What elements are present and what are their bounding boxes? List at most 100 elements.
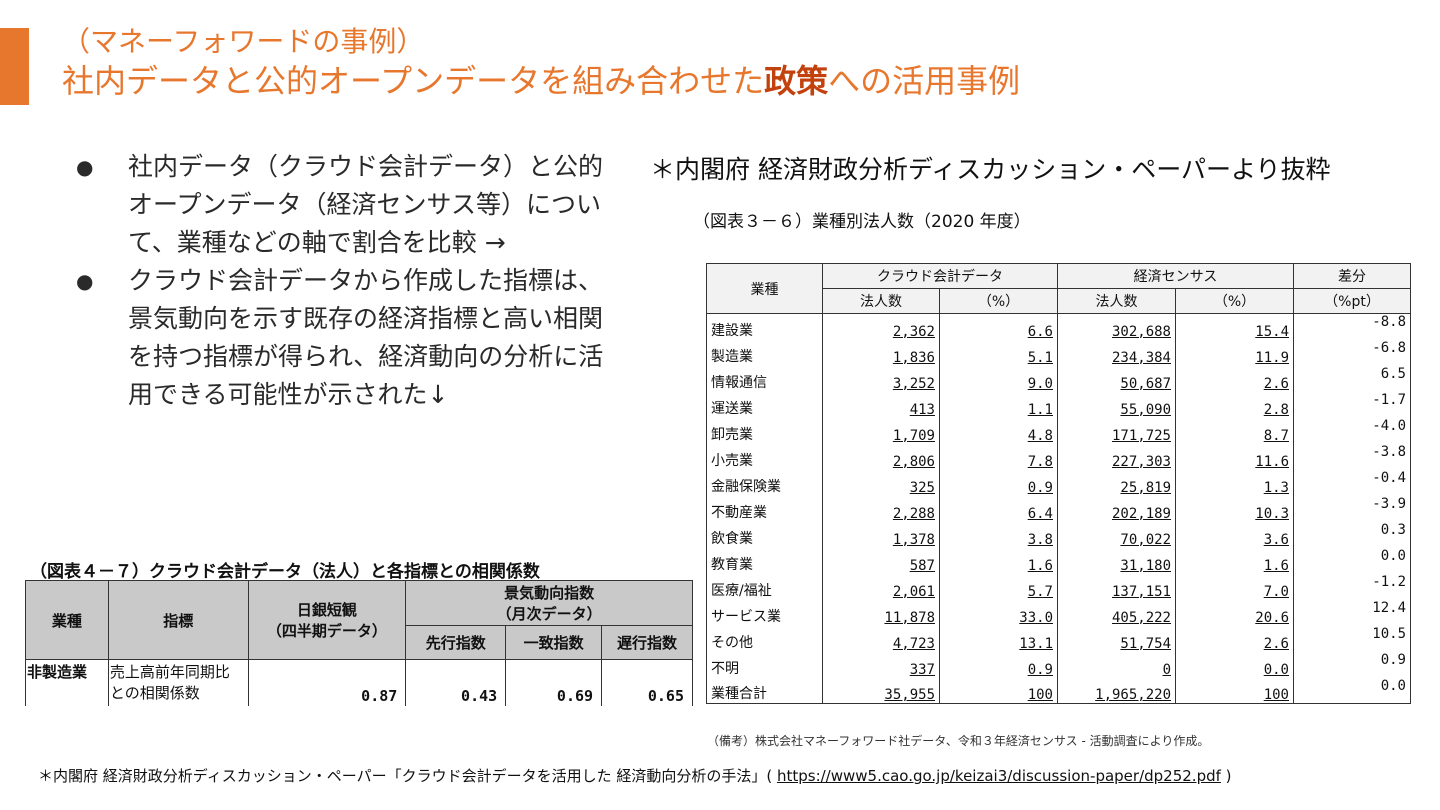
cell-diff: -1.2: [1293, 573, 1411, 600]
cell-c-count: 2,362: [822, 313, 940, 340]
cell-c-count: 337: [822, 651, 940, 678]
figure-right-caption: （図表３－６）業種別法人数（2020 年度）: [693, 212, 1031, 232]
corr-cell-lagging: 0.65: [601, 659, 693, 706]
corr-header-industry: 業種: [25, 580, 109, 660]
cell-name: 不動産業: [706, 495, 823, 522]
table-row: 業種合計 35,955 100 1,965,220 100 0.0: [706, 677, 1411, 704]
cell-name: 情報通信: [706, 365, 823, 392]
cell-e-count: 55,090: [1057, 391, 1176, 418]
cell-e-count: 302,688: [1057, 313, 1176, 340]
cell-diff: -0.4: [1293, 469, 1411, 496]
cell-c-pct: 5.7: [939, 573, 1058, 600]
cell-e-count: 50,687: [1057, 365, 1176, 392]
bullet-text: 社内データ（クラウド会計データ）と公的オープンデータ（経済センサス等）について、…: [128, 152, 604, 257]
corr-cell-coincident: 0.69: [505, 659, 603, 706]
cell-name: 卸売業: [706, 417, 823, 444]
cell-diff: -1.7: [1293, 391, 1411, 418]
cell-diff: 0.0: [1293, 547, 1411, 574]
cell-e-pct: 15.4: [1175, 313, 1294, 340]
cell-c-count: 4,723: [822, 625, 940, 652]
cell-e-pct: 100: [1175, 677, 1294, 704]
cell-name: その他: [706, 625, 823, 652]
table-row: 製造業 1,836 5.1 234,384 11.9 -6.8: [706, 339, 1411, 366]
header-cloud: クラウド会計データ: [822, 263, 1058, 289]
cell-c-pct: 9.0: [939, 365, 1058, 392]
bullet-dot-icon: ●: [76, 269, 94, 293]
accent-bar: [0, 28, 29, 105]
cell-c-pct: 6.4: [939, 495, 1058, 522]
correlation-table: 業種 指標 日銀短観 （四半期データ） 景気動向指数 （月次データ） 先行指数 …: [25, 580, 693, 706]
cell-c-count: 2,061: [822, 573, 940, 600]
cell-c-pct: 1.1: [939, 391, 1058, 418]
cell-c-count: 3,252: [822, 365, 940, 392]
footer-tail: ): [1220, 767, 1232, 785]
bullet-item: ● クラウド会計データから作成した指標は、景気動向を示す既存の経済指標と高い相関を…: [70, 262, 610, 414]
table-row: 医療/福祉 2,061 5.7 137,151 7.0 -1.2: [706, 573, 1411, 600]
slide-main-title: 社内データと公的オープンデータを組み合わせた政策への活用事例: [62, 60, 1020, 102]
cell-c-pct: 7.8: [939, 443, 1058, 470]
cell-e-pct: 20.6: [1175, 599, 1294, 626]
cell-c-count: 2,288: [822, 495, 940, 522]
cell-e-count: 25,819: [1057, 469, 1176, 496]
cell-e-count: 137,151: [1057, 573, 1176, 600]
cell-e-count: 227,303: [1057, 443, 1176, 470]
bullet-list: ● 社内データ（クラウド会計データ）と公的オープンデータ（経済センサス等）について…: [70, 148, 610, 414]
header-census: 経済センサス: [1057, 263, 1294, 289]
cell-c-pct: 0.9: [939, 651, 1058, 678]
corr-header-leading: 先行指数: [405, 625, 507, 660]
table-row: 情報通信 3,252 9.0 50,687 2.6 6.5: [706, 365, 1411, 392]
header-cloud-count: 法人数: [822, 288, 940, 314]
cell-name: 金融保険業: [706, 469, 823, 496]
cell-e-count: 171,725: [1057, 417, 1176, 444]
cell-name: 飲食業: [706, 521, 823, 548]
corr-cell-tankan: 0.87: [247, 659, 407, 706]
cell-e-count: 0: [1057, 651, 1176, 678]
cell-diff: 0.0: [1293, 677, 1411, 704]
cell-e-count: 202,189: [1057, 495, 1176, 522]
footer-link[interactable]: https://www5.cao.go.jp/keizai3/discussio…: [776, 767, 1221, 785]
cell-diff: -3.9: [1293, 495, 1411, 522]
cell-e-count: 31,180: [1057, 547, 1176, 574]
cell-name: 不明: [706, 651, 823, 678]
cell-diff: 10.5: [1293, 625, 1411, 652]
corr-cell-industry: 非製造業: [25, 659, 109, 706]
table-row: 小売業 2,806 7.8 227,303 11.6 -3.8: [706, 443, 1411, 470]
slide-title: （マネーフォワードの事例） 社内データと公的オープンデータを組み合わせた政策への…: [62, 24, 1020, 102]
bullet-item: ● 社内データ（クラウド会計データ）と公的オープンデータ（経済センサス等）について…: [70, 148, 610, 262]
source-heading: ＊内閣府 経済財政分析ディスカッション・ペーパーより抜粋: [650, 155, 1331, 184]
slide-subtitle: （マネーフォワードの事例）: [62, 25, 425, 58]
cell-e-count: 405,222: [1057, 599, 1176, 626]
cell-c-pct: 4.8: [939, 417, 1058, 444]
cell-diff: -6.8: [1293, 339, 1411, 366]
table-row: 飲食業 1,378 3.8 70,022 3.6 0.3: [706, 521, 1411, 548]
cell-e-pct: 2.6: [1175, 365, 1294, 392]
bullet-text: クラウド会計データから作成した指標は、景気動向を示す既存の経済指標と高い相関を持…: [128, 266, 604, 409]
cell-name: 運送業: [706, 391, 823, 418]
cell-name: 業種合計: [706, 677, 823, 704]
industry-count-table: 業種 クラウド会計データ 経済センサス 差分 法人数 （%） 法人数 （%） （…: [706, 263, 1411, 704]
title-bold: 政策: [764, 62, 829, 100]
cell-diff: 6.5: [1293, 365, 1411, 392]
table-row: 教育業 587 1.6 31,180 1.6 0.0: [706, 547, 1411, 574]
table-row: 運送業 413 1.1 55,090 2.8 -1.7: [706, 391, 1411, 418]
table-row: 卸売業 1,709 4.8 171,725 8.7 -4.0: [706, 417, 1411, 444]
corr-header-indicator: 指標: [107, 580, 249, 660]
header-census-count: 法人数: [1057, 288, 1176, 314]
cell-c-pct: 33.0: [939, 599, 1058, 626]
header-industry: 業種: [706, 263, 823, 314]
header-cloud-pct: （%）: [939, 288, 1058, 314]
table-notes: （備考）株式会社マネーフォワード社データ、令和３年経済センサス - 活動調査によ…: [707, 734, 1210, 748]
cell-c-count: 2,806: [822, 443, 940, 470]
cell-e-count: 234,384: [1057, 339, 1176, 366]
cell-c-pct: 13.1: [939, 625, 1058, 652]
cell-c-count: 325: [822, 469, 940, 496]
cell-diff: 0.9: [1293, 651, 1411, 678]
cell-e-pct: 8.7: [1175, 417, 1294, 444]
cell-e-pct: 3.6: [1175, 521, 1294, 548]
cell-e-pct: 1.3: [1175, 469, 1294, 496]
table-row: 金融保険業 325 0.9 25,819 1.3 -0.4: [706, 469, 1411, 496]
cell-c-count: 11,878: [822, 599, 940, 626]
cell-e-count: 70,022: [1057, 521, 1176, 548]
figure-left-caption: （図表４－７）クラウド会計データ（法人）と各指標との相関係数: [30, 562, 540, 582]
cell-e-pct: 10.3: [1175, 495, 1294, 522]
